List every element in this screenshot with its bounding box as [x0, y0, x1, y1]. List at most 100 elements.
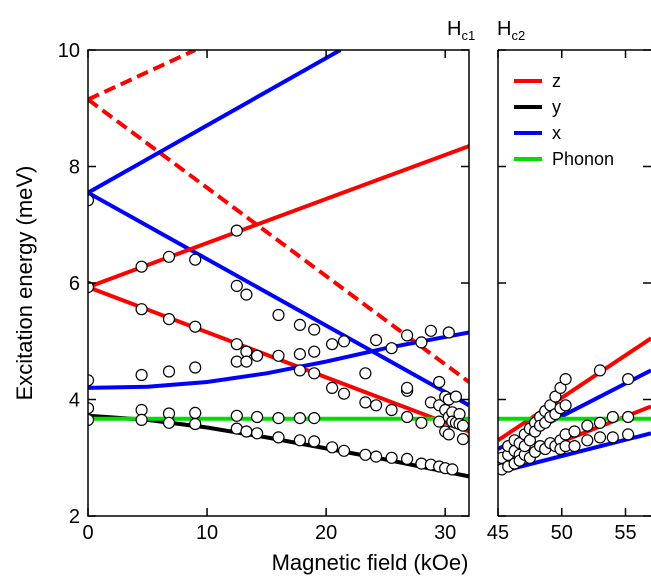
data-point	[337, 444, 351, 457]
data-point	[189, 320, 202, 333]
data-point	[326, 381, 339, 394]
x-tick-label: 10	[196, 522, 218, 544]
data-point	[240, 355, 253, 368]
y-axis-title: Excitation energy (meV)	[12, 166, 37, 401]
model-line-1	[88, 97, 469, 384]
data-point	[230, 409, 243, 422]
data-point	[606, 431, 619, 444]
model-line-3	[88, 190, 469, 408]
data-point	[308, 412, 321, 425]
data-point	[308, 367, 321, 380]
data-point	[162, 365, 176, 378]
data-point	[456, 433, 469, 446]
data-point	[272, 431, 285, 444]
model-line-2	[88, 50, 342, 195]
legend-label-2: x	[552, 123, 561, 143]
data-point	[415, 336, 428, 349]
data-point	[593, 431, 607, 444]
data-point	[559, 373, 572, 386]
x-tick-label: 0	[82, 522, 93, 544]
data-point	[308, 435, 321, 448]
legend-label-1: y	[552, 97, 561, 117]
data-point	[621, 428, 635, 441]
y-tick-label: 10	[58, 40, 80, 62]
data-point	[326, 338, 339, 351]
data-point	[88, 281, 95, 294]
data-point	[401, 381, 414, 394]
data-point	[581, 419, 594, 432]
data-point	[621, 410, 635, 424]
data-point	[433, 415, 446, 428]
left-panel-frame	[87, 49, 470, 517]
data-point	[593, 364, 607, 377]
data-point	[251, 410, 264, 424]
data-point	[88, 194, 95, 207]
data-point	[456, 419, 469, 432]
y-tick-label: 2	[69, 506, 80, 528]
data-point	[162, 416, 176, 429]
y-tick-label: 6	[69, 273, 80, 295]
model-line-0	[88, 50, 197, 102]
data-point	[385, 403, 398, 417]
data-points-left	[88, 194, 469, 476]
data-point	[308, 323, 321, 336]
data-point	[88, 402, 95, 415]
y-tick-label: 4	[69, 390, 80, 412]
data-point	[230, 279, 243, 292]
data-point	[424, 324, 437, 337]
x-tick-label: 50	[551, 522, 573, 544]
data-point	[88, 374, 95, 387]
data-point	[337, 387, 351, 400]
data-point	[359, 396, 372, 409]
legend-label-3: Phonon	[552, 149, 614, 169]
data-point	[135, 368, 148, 382]
data-point	[359, 367, 372, 380]
axis-tick-labels: 2 4 6 8 10 0 10 20 30 45 50 55	[58, 40, 637, 544]
data-point	[162, 313, 176, 326]
data-point	[621, 373, 635, 386]
data-point	[385, 451, 398, 464]
data-point	[337, 335, 351, 348]
data-point	[230, 224, 243, 237]
data-point	[449, 390, 462, 403]
data-point	[272, 349, 285, 362]
y-tick-label: 8	[69, 157, 80, 179]
data-point	[88, 413, 95, 426]
data-point	[135, 303, 148, 316]
hc2-annotation: Hc2	[497, 18, 525, 43]
axis-ticks	[87, 49, 651, 517]
data-point	[593, 416, 607, 429]
data-point	[293, 434, 306, 447]
data-point	[162, 250, 176, 263]
data-point	[230, 338, 243, 351]
data-point	[568, 425, 581, 438]
data-point	[293, 364, 306, 377]
x-tick-label: 45	[487, 522, 509, 544]
model-line-9	[498, 336, 651, 442]
data-point	[442, 428, 455, 441]
data-point	[446, 463, 459, 476]
x-tick-label: 20	[315, 522, 337, 544]
data-point	[189, 253, 202, 266]
data-point	[606, 410, 619, 424]
data-point	[240, 288, 253, 301]
data-point	[189, 406, 202, 419]
data-point	[370, 450, 383, 463]
data-point	[415, 416, 428, 429]
data-point	[581, 434, 594, 447]
data-point	[135, 413, 148, 426]
model-line-4	[88, 144, 469, 289]
data-point	[370, 334, 383, 347]
legend-label-0: z	[552, 71, 561, 91]
data-point	[370, 399, 383, 412]
x-tick-label: 55	[614, 522, 636, 544]
data-point	[272, 412, 285, 425]
data-point	[401, 329, 414, 342]
data-point	[240, 425, 253, 438]
data-point	[251, 349, 264, 362]
data-point	[293, 318, 306, 331]
data-point	[433, 375, 446, 389]
model-line-7	[88, 413, 469, 479]
data-point	[293, 412, 306, 425]
data-point	[401, 452, 414, 465]
